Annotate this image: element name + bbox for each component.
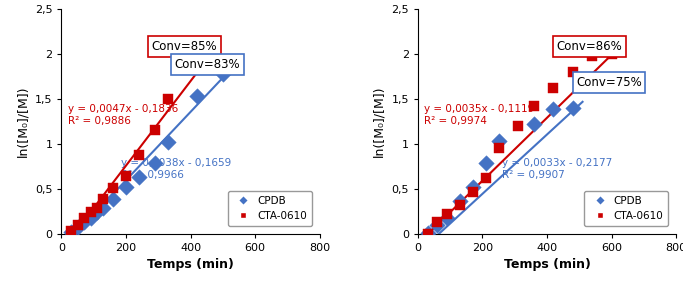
Point	[606, 51, 617, 56]
Point	[480, 161, 491, 166]
Point	[548, 107, 559, 112]
Point	[98, 206, 109, 211]
Point	[217, 71, 228, 76]
Point	[493, 146, 504, 150]
Point	[467, 190, 478, 194]
Point	[441, 216, 452, 221]
Point	[108, 197, 119, 202]
Point	[72, 225, 83, 230]
Point	[432, 220, 443, 224]
Text: Conv=75%: Conv=75%	[576, 76, 642, 89]
Point	[422, 231, 433, 236]
Point	[85, 216, 96, 221]
Text: Conv=83%: Conv=83%	[174, 58, 240, 71]
Point	[512, 123, 523, 128]
Point	[454, 202, 465, 207]
Point	[66, 229, 76, 233]
Text: Conv=86%: Conv=86%	[557, 40, 622, 53]
Point	[85, 210, 96, 214]
Point	[480, 175, 491, 180]
Point	[192, 56, 203, 60]
Text: y = 0,0038x - 0,1659
R² = 0,9966: y = 0,0038x - 0,1659 R² = 0,9966	[121, 158, 232, 180]
Point	[98, 197, 109, 202]
Point	[422, 230, 433, 235]
Point	[150, 161, 161, 166]
Text: y = 0,0033x - 0,2177
R² = 0,9907: y = 0,0033x - 0,2177 R² = 0,9907	[502, 158, 612, 180]
Point	[121, 185, 132, 189]
Point	[454, 199, 465, 204]
Point	[92, 210, 102, 214]
Point	[121, 174, 132, 178]
Point	[441, 211, 452, 216]
Point	[548, 86, 559, 90]
Point	[587, 54, 598, 59]
Point	[529, 104, 540, 108]
Legend: CPDB, CTA-0610: CPDB, CTA-0610	[228, 190, 312, 226]
Text: Conv=85%: Conv=85%	[152, 40, 217, 53]
Point	[66, 230, 76, 234]
Point	[493, 139, 504, 143]
Point	[176, 59, 186, 63]
Point	[108, 185, 119, 190]
Point	[163, 140, 173, 144]
Point	[529, 121, 540, 126]
Point	[192, 94, 203, 98]
Point	[150, 128, 161, 133]
Point	[568, 105, 579, 110]
Point	[79, 216, 89, 221]
Point	[72, 222, 83, 227]
Point	[163, 96, 173, 101]
Point	[79, 220, 89, 224]
Point	[133, 153, 144, 158]
Point	[568, 69, 579, 74]
Legend: CPDB, CTA-0610: CPDB, CTA-0610	[584, 190, 669, 226]
Text: y = 0,0047x - 0,1836
R² = 0,9886: y = 0,0047x - 0,1836 R² = 0,9886	[68, 104, 178, 126]
Point	[432, 222, 443, 227]
Point	[133, 175, 144, 179]
X-axis label: Temps (min): Temps (min)	[503, 258, 591, 271]
Y-axis label: ln([M₀]/[M]): ln([M₀]/[M])	[373, 86, 386, 157]
Text: y = 0,0035x - 0,1119
R² = 0,9974: y = 0,0035x - 0,1119 R² = 0,9974	[424, 104, 535, 126]
Y-axis label: ln([M₀]/[M]): ln([M₀]/[M])	[16, 86, 29, 157]
Point	[467, 185, 478, 189]
X-axis label: Temps (min): Temps (min)	[147, 258, 234, 271]
Point	[92, 205, 102, 210]
